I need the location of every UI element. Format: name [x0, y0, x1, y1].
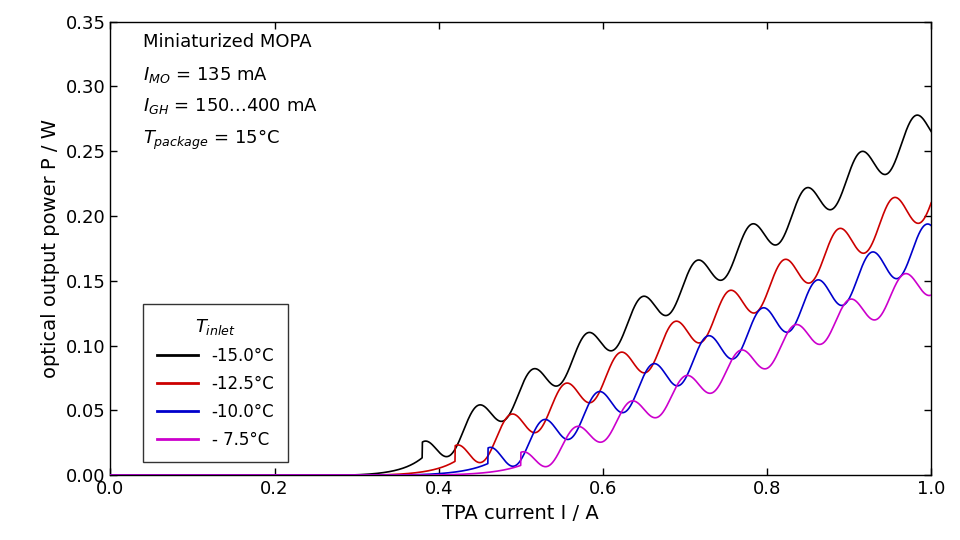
Text: Miniaturized MOPA: Miniaturized MOPA	[143, 33, 312, 51]
Y-axis label: optical output power P / W: optical output power P / W	[41, 119, 60, 378]
Text: $I_{MO}$ = 135 mA: $I_{MO}$ = 135 mA	[143, 65, 268, 85]
Text: $T_{package}$ = 15°C: $T_{package}$ = 15°C	[143, 128, 280, 152]
Legend: -15.0°C, -12.5°C, -10.0°C, - 7.5°C: -15.0°C, -12.5°C, -10.0°C, - 7.5°C	[143, 303, 288, 462]
X-axis label: TPA current I / A: TPA current I / A	[443, 504, 599, 523]
Text: $I_{GH}$ = 150...400 mA: $I_{GH}$ = 150...400 mA	[143, 97, 318, 117]
